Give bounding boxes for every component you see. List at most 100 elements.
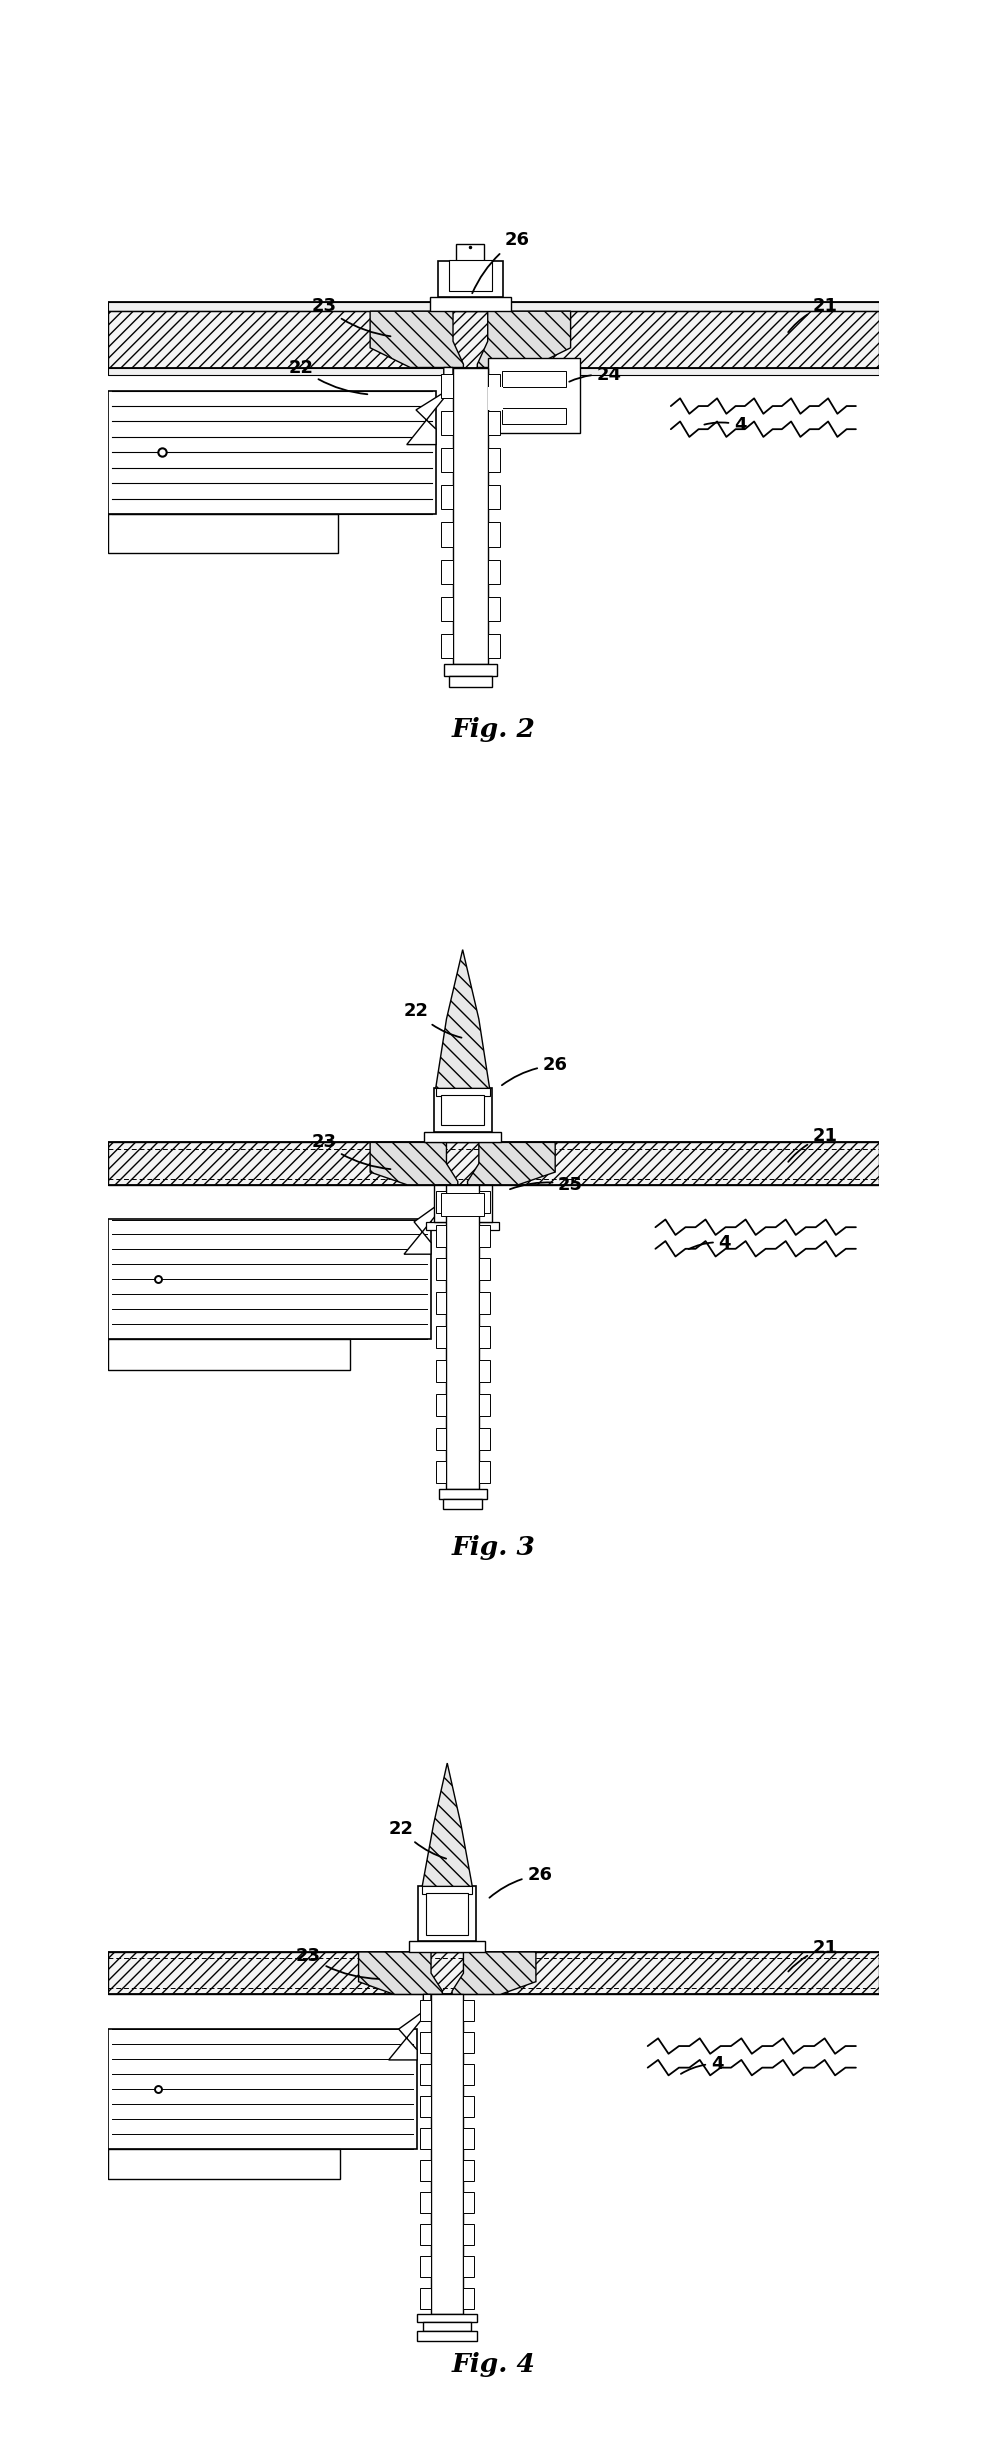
Text: Fig. 2: Fig. 2 (452, 717, 534, 741)
Text: 23: 23 (296, 1946, 379, 1978)
Bar (107, 2029, 417, 2149)
Bar (107, 312, 879, 368)
Text: 21: 21 (788, 1939, 837, 1971)
Bar (418, 1885, 475, 1941)
Bar (463, 2000, 473, 2022)
Text: Fig. 4: Fig. 4 (452, 2351, 534, 2378)
Bar (107, 368, 879, 376)
Text: 26: 26 (501, 1056, 567, 1085)
Bar (449, 261, 491, 290)
Bar (441, 1193, 483, 1215)
Bar (487, 598, 500, 622)
Bar (487, 412, 500, 434)
Polygon shape (467, 1141, 554, 1185)
Polygon shape (370, 1141, 458, 1185)
Bar (440, 559, 453, 583)
Bar (422, 1885, 472, 1895)
Bar (463, 2127, 473, 2149)
Bar (463, 2256, 473, 2276)
Bar (439, 1490, 486, 1500)
Text: 23: 23 (311, 298, 390, 337)
Polygon shape (435, 949, 489, 1088)
Bar (420, 2127, 431, 2149)
Bar (463, 2193, 473, 2212)
Bar (420, 2193, 431, 2212)
Bar (433, 1088, 491, 1132)
Bar (463, 2224, 473, 2244)
Bar (440, 412, 453, 434)
Bar (441, 1095, 483, 1124)
Text: 24: 24 (569, 366, 621, 385)
Bar (107, 1339, 350, 1371)
Bar (478, 1259, 489, 1280)
Bar (440, 449, 453, 473)
Polygon shape (388, 1995, 431, 2061)
Bar (426, 1222, 499, 1229)
Bar (423, 2322, 470, 2332)
Bar (435, 1259, 446, 1280)
Bar (463, 2161, 473, 2180)
Bar (487, 559, 500, 583)
Bar (107, 1141, 879, 1185)
Bar (487, 634, 500, 659)
Bar (453, 368, 487, 663)
Bar (487, 522, 500, 546)
Bar (107, 1951, 879, 1995)
Bar (420, 2288, 431, 2310)
Bar (487, 485, 500, 510)
Bar (478, 1327, 489, 1349)
Bar (478, 1427, 489, 1449)
Text: 4: 4 (704, 417, 745, 434)
Polygon shape (422, 1763, 472, 1885)
Text: 25: 25 (510, 1176, 583, 1193)
Bar (420, 2256, 431, 2276)
Text: 21: 21 (788, 298, 837, 332)
Bar (463, 2063, 473, 2085)
Text: 23: 23 (311, 1134, 390, 1168)
Bar (435, 1361, 446, 1383)
Bar (501, 407, 566, 424)
Bar (420, 2095, 431, 2117)
Bar (107, 1220, 431, 1339)
Bar (420, 2224, 431, 2244)
Bar (463, 2288, 473, 2310)
Bar (431, 1995, 463, 2315)
Polygon shape (370, 312, 463, 368)
Bar (444, 663, 497, 676)
Bar (430, 298, 511, 312)
Bar (426, 1893, 468, 1934)
Bar (440, 485, 453, 510)
Bar (478, 1461, 489, 1483)
Bar (478, 1293, 489, 1315)
Bar (408, 1941, 485, 1951)
Bar (433, 1185, 491, 1222)
Bar (443, 1500, 481, 1510)
Text: 4: 4 (688, 1234, 731, 1251)
Bar (437, 261, 503, 298)
Bar (440, 634, 453, 659)
Bar (417, 2315, 477, 2322)
Bar (446, 1185, 478, 1490)
Bar (478, 1361, 489, 1383)
Bar (435, 1427, 446, 1449)
Bar (107, 390, 436, 515)
Bar (501, 371, 566, 388)
Bar (107, 302, 879, 312)
Text: 22: 22 (288, 359, 367, 395)
Bar (440, 373, 453, 398)
Bar (478, 1224, 489, 1246)
Bar (435, 1224, 446, 1246)
Polygon shape (452, 1951, 535, 1995)
Polygon shape (406, 368, 453, 444)
Text: 21: 21 (788, 1127, 837, 1161)
Bar (435, 1190, 446, 1212)
Bar (435, 1088, 489, 1095)
Bar (420, 2000, 431, 2022)
Text: 26: 26 (471, 232, 528, 293)
Bar (107, 515, 337, 554)
Bar (420, 2063, 431, 2085)
Bar (424, 1132, 500, 1141)
Bar (449, 676, 491, 688)
Polygon shape (403, 1185, 446, 1254)
Bar (487, 449, 500, 473)
